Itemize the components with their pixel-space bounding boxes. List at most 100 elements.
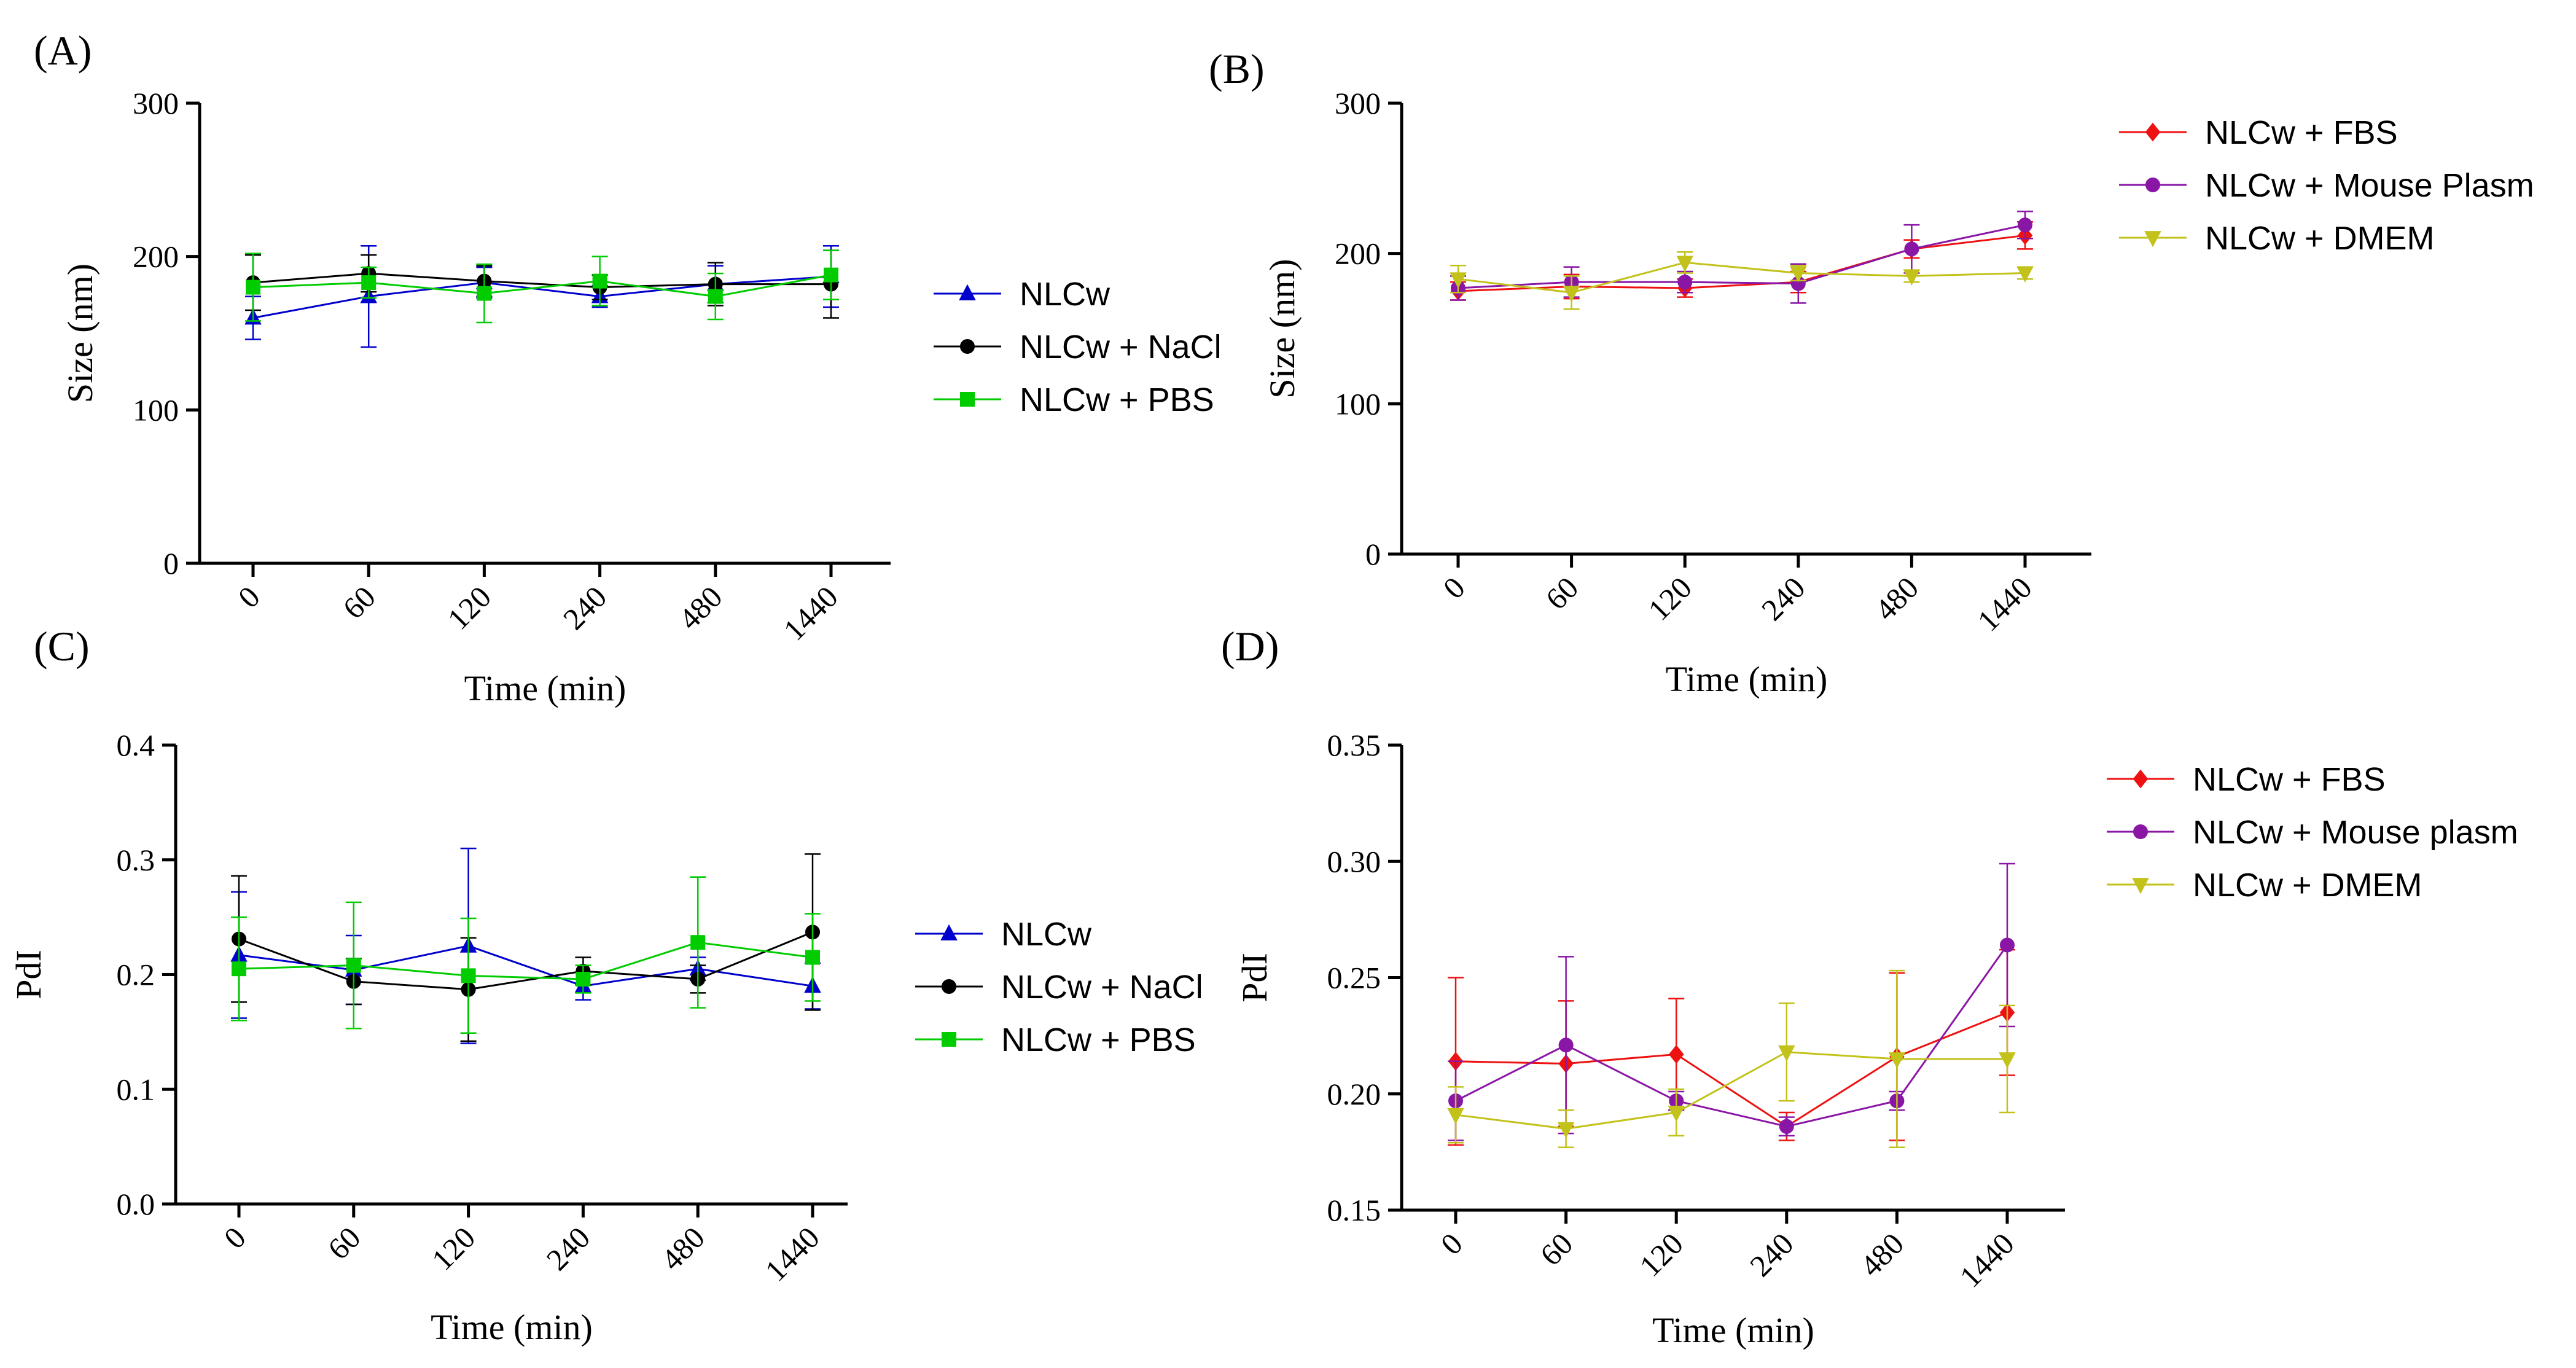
data-point [576,971,591,987]
x-tick-label: 480 [672,579,729,636]
y-tick-label: 300 [133,86,179,120]
legend-marker [940,924,958,940]
data-point [1999,1052,2016,1069]
y-tick-label: 0.0 [117,1187,155,1221]
data-point [1778,1045,1795,1061]
x-tick-label: 1440 [1953,1226,2020,1294]
y-tick-label: 0.15 [1327,1193,1381,1227]
x-axis-title: Time (min) [1652,1310,1814,1350]
y-tick-label: 100 [133,393,179,427]
legend: NLCw + FBS NLCw + Mouse plasm NLCw + DMEM [2107,761,2518,904]
y-tick-label: 0.2 [117,958,155,992]
chart-panel-2: (B) 0 100 200 300 0 60 120 240 480 1440 Time (min) S… [1209,45,2534,699]
series-line [238,941,813,980]
data-point [1790,266,1807,283]
series-3 [1447,969,2016,1149]
legend-marker [2133,824,2148,839]
data-point [1779,1119,1794,1134]
legend-marker [942,1032,956,1047]
x-tick-label: 120 [425,1220,482,1277]
series-1 [230,847,821,1044]
data-point [232,961,246,977]
data-point [461,968,476,983]
x-tick-label: 1440 [1970,570,2038,638]
data-point [346,958,361,973]
series-1 [1448,948,2015,1146]
data-point [246,279,260,295]
legend-label: NLCw + NaCl [1020,329,1222,365]
legend-marker [959,284,976,300]
y-tick-label: 0.25 [1327,961,1381,995]
legend-marker [942,979,956,994]
legend-label: NLCw + PBS [1020,381,1214,418]
panel-label: (A) [34,27,92,74]
x-tick-label: 1440 [758,1220,825,1288]
x-tick-label: 240 [540,1220,597,1277]
data-point [1450,272,1467,289]
y-tick-label: 200 [133,240,179,274]
panel-label: (B) [1209,45,1265,92]
legend-label: NLCw + Mouse Plasm [2205,167,2534,204]
series-line [1458,261,2026,294]
data-point [1563,286,1580,302]
x-tick-label: 0 [232,579,267,614]
x-tick-label: 480 [654,1220,711,1277]
legend: NLCw NLCw + NaCl NLCw + PBS [934,276,1222,418]
legend-marker [2133,769,2149,789]
legend: NLCw + FBS NLCw + Mouse Plasm NLCw + DMEM [2119,114,2534,257]
data-point [592,273,607,289]
y-tick-label: 0 [163,546,179,580]
y-tick-label: 200 [1335,236,1381,271]
y-tick-label: 0.30 [1327,844,1381,878]
panel-label: (D) [1221,623,1279,670]
x-tick-label: 60 [336,579,382,625]
y-axis-title: Size (nm) [60,264,100,403]
y-tick-label: 100 [1335,386,1381,421]
series-line [238,931,813,991]
series-3 [245,249,839,324]
x-tick-label: 120 [441,579,498,636]
data-point [1557,1122,1575,1138]
x-tick-label: 120 [1641,570,1698,627]
legend-label: NLCw + FBS [2193,761,2386,798]
x-tick-label: 60 [1539,570,1585,616]
series-line [1455,944,2008,1128]
x-tick-label: 240 [556,579,614,636]
legend-label: NLCw + NaCl [1001,969,1203,1006]
legend-label: NLCw + Mouse plasm [2193,814,2518,851]
legend-label: NLCw + FBS [2205,114,2398,151]
data-point [1904,241,1919,257]
x-axis-title: Time (min) [431,1307,593,1347]
series-1 [244,244,840,348]
x-tick-label: 480 [1854,1226,1911,1283]
data-point [805,950,820,965]
data-point [1447,1108,1464,1125]
x-tick-label: 1440 [776,579,844,647]
y-axis-title: Size (nm) [1262,259,1302,398]
data-point [690,935,706,950]
data-point [708,289,723,304]
data-point [2016,266,2034,283]
y-tick-label: 0.3 [117,843,155,877]
y-axis-title: PdI [1235,953,1274,1003]
data-point [361,275,377,291]
data-point [1903,269,1921,286]
data-point [824,267,838,283]
data-point [2018,217,2032,233]
x-tick-label: 0 [1434,1226,1469,1261]
data-point [1677,275,1693,290]
legend-marker [2144,231,2161,248]
x-axis-title: Time (min) [464,668,626,708]
y-tick-label: 300 [1335,86,1381,120]
data-point [1676,256,1693,272]
x-tick-label: 0 [1437,570,1472,605]
series-2 [1448,862,2015,1141]
legend-marker [960,339,975,354]
y-tick-label: 0.20 [1327,1077,1381,1111]
data-point [1668,1045,1684,1064]
y-axis-title: PdI [9,950,49,999]
series-line [252,275,832,319]
y-tick-label: 0.35 [1327,728,1381,762]
series-line [1458,224,2026,289]
legend-marker [2132,878,2149,894]
